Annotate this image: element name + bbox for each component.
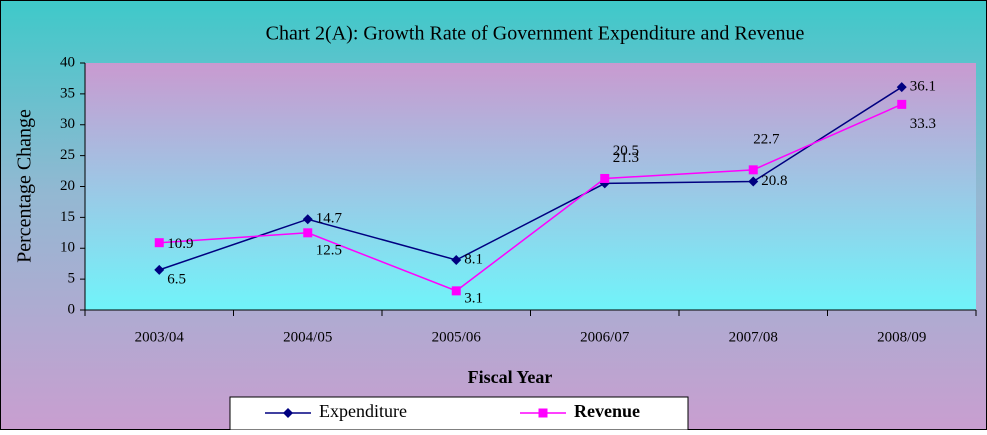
data-point	[748, 176, 759, 187]
data-point	[748, 165, 758, 175]
x-tick-label: 2008/09	[877, 329, 926, 345]
data-point	[302, 214, 313, 225]
y-tick-label: 5	[68, 271, 76, 287]
legend-label: Revenue	[574, 401, 640, 421]
data-point	[154, 264, 165, 275]
data-label: 20.8	[761, 173, 787, 189]
data-label: 21.3	[613, 150, 639, 166]
x-tick-label: 2006/07	[580, 329, 630, 345]
y-tick-label: 25	[60, 147, 75, 163]
data-label: 3.1	[464, 290, 483, 306]
data-point	[897, 99, 907, 109]
y-axis-label: Percentage Change	[14, 109, 36, 263]
y-tick-label: 30	[60, 116, 75, 132]
y-tick-label: 15	[60, 209, 75, 225]
y-tick-label: 40	[60, 54, 75, 70]
plot-area	[85, 63, 976, 310]
x-tick-label: 2004/05	[283, 329, 332, 345]
x-tick-label: 2003/04	[135, 329, 185, 345]
data-label: 20.5	[613, 143, 639, 159]
legend-marker	[538, 408, 548, 418]
x-axis-label: Fiscal Year	[468, 367, 553, 387]
data-point	[896, 82, 907, 93]
chart-title: Chart 2(A): Growth Rate of Government Ex…	[266, 23, 805, 45]
data-label: 14.7	[316, 211, 343, 227]
data-point	[451, 286, 461, 296]
y-tick-label: 10	[60, 240, 75, 256]
data-label: 33.3	[910, 116, 936, 132]
x-tick-label: 2005/06	[432, 329, 482, 345]
data-label: 10.9	[167, 236, 193, 252]
data-point	[303, 228, 313, 238]
data-point	[451, 254, 462, 265]
series-line	[159, 86, 903, 271]
series-line	[159, 103, 903, 292]
y-tick-label: 20	[60, 178, 75, 194]
data-label: 36.1	[910, 79, 936, 95]
data-label: 12.5	[316, 242, 342, 258]
y-tick-label: 0	[68, 301, 76, 317]
legend-label: Expenditure	[319, 401, 407, 421]
legend-marker	[283, 408, 293, 418]
x-tick-label: 2007/08	[729, 329, 778, 345]
y-tick-label: 35	[60, 85, 75, 101]
data-label: 6.5	[167, 271, 186, 287]
data-label: 22.7	[753, 131, 780, 147]
data-point	[154, 238, 164, 248]
data-point	[600, 173, 610, 183]
data-label: 8.1	[464, 251, 483, 267]
